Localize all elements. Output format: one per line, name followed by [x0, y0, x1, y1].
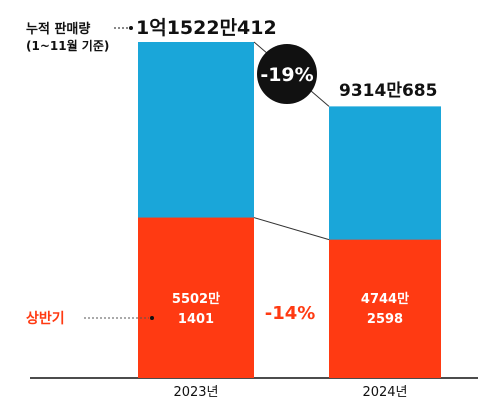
bar-2023-first-half — [138, 217, 254, 378]
legend-cumulative-label: 누적 판매량 — [26, 21, 90, 37]
legend-first-half-dot — [150, 316, 154, 320]
x-tick-2024: 2024년 — [362, 385, 407, 400]
total-label-2024: 9314만685 — [339, 81, 437, 101]
change-badge-total — [257, 44, 317, 104]
change-badge-first-half — [261, 283, 319, 341]
total-label-2023: 1억1522만412 — [136, 17, 277, 39]
bar-label-2023-line1: 5502만 — [172, 291, 220, 307]
legend-cumulative-sub: (1~11월 기준) — [26, 38, 109, 53]
bar-2024-first-half — [329, 239, 441, 378]
legend-cumulative-dot — [129, 26, 133, 30]
x-tick-2023: 2023년 — [173, 385, 218, 400]
bar-label-2024-line1: 4744만 — [361, 291, 409, 307]
bar-label-2024-line2: 2598 — [367, 312, 403, 327]
legend-first-half-label: 상반기 — [26, 310, 65, 327]
bar-label-2023-line2: 1401 — [178, 312, 214, 327]
change-badge-total-text: -19% — [260, 64, 313, 86]
change-badge-first-half-text: -14% — [265, 303, 316, 324]
connector-line-first-half — [253, 217, 330, 241]
